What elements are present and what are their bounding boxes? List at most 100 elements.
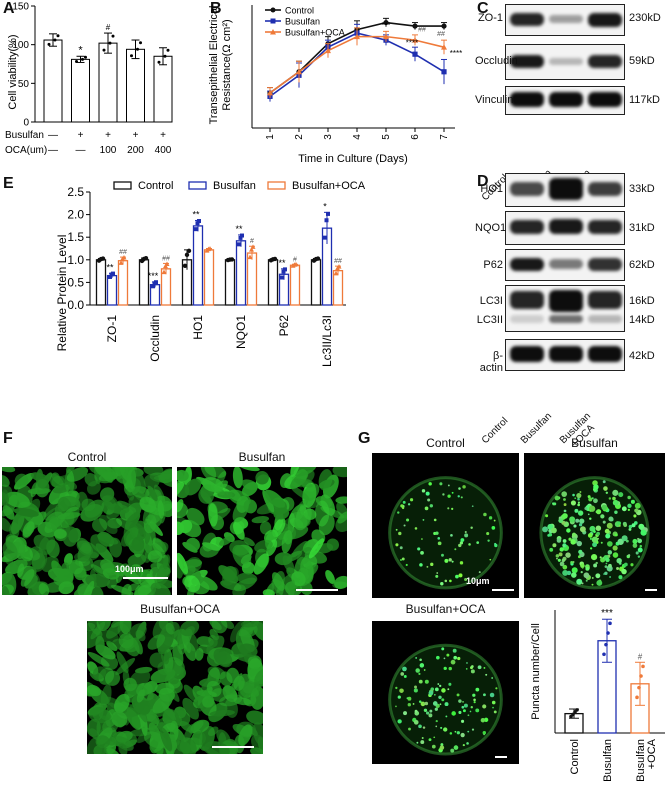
puncta	[395, 705, 397, 708]
cell	[172, 644, 184, 666]
blot-row	[505, 285, 625, 332]
puncta	[398, 531, 402, 536]
cell	[240, 554, 252, 565]
cell	[152, 621, 169, 639]
panel-f-title-busulfan: Busulfan	[238, 450, 286, 464]
cell	[134, 579, 156, 595]
cell	[254, 539, 273, 553]
significance-mark: **	[106, 262, 114, 272]
puncta	[634, 508, 639, 513]
x-tick-label: Control	[569, 739, 581, 774]
cell-outline	[388, 643, 503, 756]
micrograph-texture	[177, 467, 347, 595]
puncta	[584, 506, 588, 510]
cell	[147, 485, 158, 502]
cell	[159, 727, 173, 752]
data-point	[111, 271, 115, 276]
puncta	[401, 506, 405, 510]
cell	[115, 657, 136, 675]
scale-bar	[212, 746, 254, 748]
significance-mark: *	[323, 201, 327, 211]
panel-b-ylabel: Transepithelial Electrical	[208, 6, 220, 125]
panel-e-chart: 0.0 0.5 1.0 1.5 2.0 2.5 ZO-1 Occludin HO1 NQO1 P62…	[55, 180, 366, 367]
cell	[58, 581, 75, 595]
cell	[183, 684, 198, 702]
data-point	[247, 254, 253, 260]
puncta	[605, 557, 610, 563]
puncta	[591, 497, 594, 500]
puncta	[590, 547, 593, 550]
cell	[87, 651, 110, 667]
y-tick-label: 0.0	[67, 298, 84, 312]
puncta	[590, 554, 598, 561]
puncta	[456, 693, 460, 697]
puncta	[581, 567, 584, 569]
blot-band	[588, 346, 622, 362]
data-point	[84, 55, 87, 59]
puncta	[420, 550, 424, 555]
scale-bar	[645, 589, 657, 591]
cell	[145, 710, 160, 725]
cell	[87, 684, 102, 697]
puncta	[612, 489, 619, 496]
panel-g-title-control: Control	[426, 436, 465, 450]
cell	[179, 737, 197, 754]
puncta	[439, 703, 442, 706]
puncta	[395, 528, 398, 531]
cell	[293, 514, 308, 531]
panel-g-image-oca	[372, 621, 519, 764]
puncta	[402, 666, 407, 672]
puncta	[432, 701, 438, 706]
puncta	[570, 500, 576, 506]
puncta	[414, 527, 418, 530]
cell	[246, 710, 263, 725]
puncta	[561, 491, 568, 497]
puncta	[469, 710, 472, 713]
puncta	[601, 504, 607, 511]
puncta	[422, 726, 426, 729]
blot-row	[505, 4, 625, 36]
puncta	[562, 539, 567, 543]
puncta	[602, 520, 606, 524]
data-point	[237, 242, 241, 247]
puncta	[459, 561, 464, 565]
puncta	[595, 525, 602, 531]
puncta	[451, 711, 456, 716]
puncta	[449, 732, 453, 735]
data-point	[249, 247, 254, 252]
cell	[10, 510, 25, 535]
molecular-weight-label: 230kD	[629, 12, 661, 24]
cell	[22, 521, 35, 538]
molecular-weight-label: 33kD	[629, 183, 655, 195]
row-value: +	[160, 130, 166, 141]
puncta	[616, 567, 620, 570]
data-point	[324, 218, 329, 223]
scale-bar-label: 100μm	[115, 564, 144, 574]
puncta	[630, 563, 634, 567]
puncta	[435, 719, 438, 723]
molecular-weight-label: 62kD	[629, 259, 655, 271]
puncta	[562, 544, 565, 547]
scale-bar	[492, 589, 514, 591]
scale-bar-label: 10μm	[466, 576, 490, 586]
puncta	[448, 682, 452, 686]
y-tick-label: 100	[12, 40, 29, 51]
puncta	[461, 705, 465, 709]
cell	[230, 621, 244, 643]
puncta	[436, 655, 440, 660]
puncta	[428, 713, 433, 718]
cell	[81, 580, 95, 595]
panel-g-title-oca: Busulfan+OCA	[405, 602, 486, 616]
puncta	[439, 745, 445, 750]
puncta	[495, 687, 498, 690]
puncta	[634, 502, 641, 509]
cell	[204, 741, 230, 754]
bar	[98, 42, 118, 123]
puncta	[461, 719, 465, 723]
puncta	[604, 565, 608, 568]
puncta	[547, 533, 551, 537]
puncta	[589, 509, 592, 512]
puncta	[628, 524, 633, 529]
cell	[87, 622, 96, 632]
puncta	[488, 516, 493, 520]
